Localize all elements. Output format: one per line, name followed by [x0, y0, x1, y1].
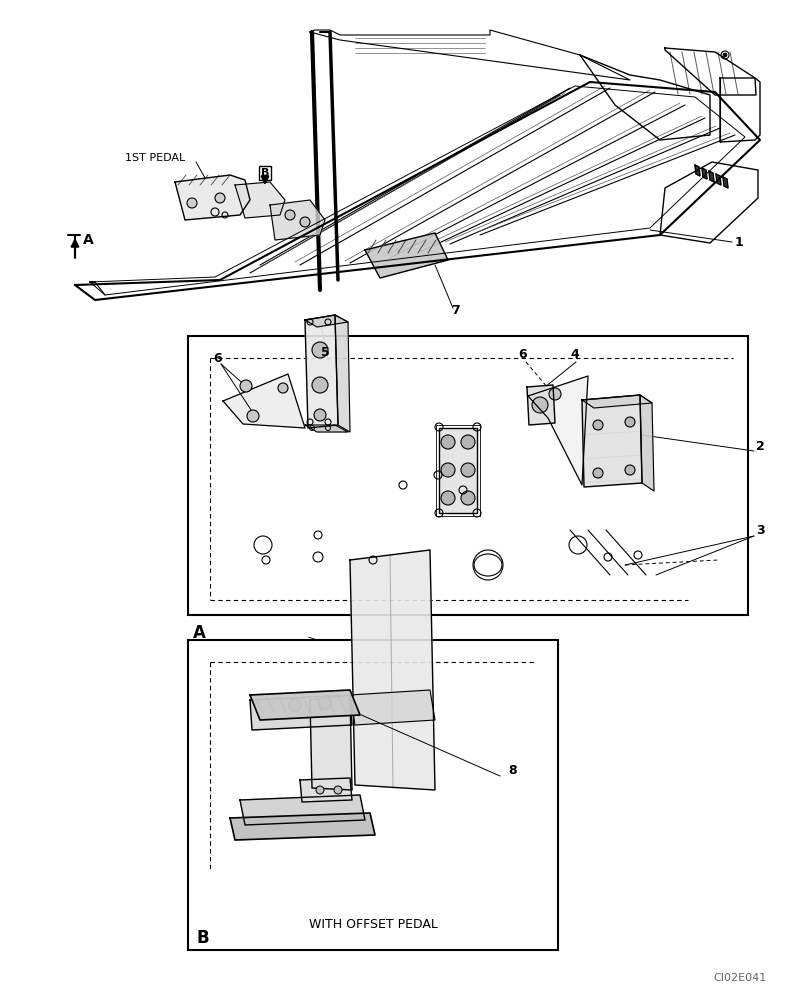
Polygon shape [350, 550, 435, 790]
Polygon shape [716, 174, 721, 185]
Circle shape [334, 786, 342, 794]
Circle shape [187, 198, 197, 208]
Bar [439, 428, 477, 513]
Circle shape [625, 465, 635, 475]
Polygon shape [240, 795, 365, 825]
Circle shape [625, 417, 635, 427]
Circle shape [300, 217, 310, 227]
Text: A: A [83, 233, 94, 247]
Polygon shape [250, 695, 352, 730]
Polygon shape [223, 374, 305, 428]
Text: 1: 1 [735, 235, 743, 248]
Bar [188, 336, 748, 615]
Circle shape [316, 786, 324, 794]
Text: 2: 2 [756, 440, 764, 452]
Text: B: B [261, 168, 269, 178]
Circle shape [285, 210, 295, 220]
Polygon shape [695, 165, 700, 176]
Polygon shape [640, 395, 654, 491]
Text: 7: 7 [451, 304, 460, 316]
Circle shape [240, 380, 252, 392]
Text: 5: 5 [321, 347, 330, 360]
Text: B: B [196, 929, 208, 947]
Polygon shape [335, 315, 350, 432]
Polygon shape [230, 813, 375, 840]
Circle shape [314, 409, 326, 421]
Circle shape [278, 383, 288, 393]
Circle shape [593, 420, 603, 430]
Polygon shape [235, 182, 285, 218]
Polygon shape [350, 690, 435, 725]
Polygon shape [365, 233, 448, 278]
Circle shape [461, 463, 475, 477]
Polygon shape [305, 315, 338, 428]
Polygon shape [250, 690, 360, 720]
Circle shape [312, 342, 328, 358]
Polygon shape [305, 425, 348, 432]
Circle shape [312, 377, 328, 393]
Text: CI02E041: CI02E041 [713, 973, 767, 983]
Polygon shape [305, 315, 348, 327]
Circle shape [441, 491, 455, 505]
Polygon shape [528, 376, 588, 485]
Bar [436, 425, 480, 516]
Text: 8: 8 [508, 764, 516, 776]
Circle shape [247, 410, 259, 422]
Bar [188, 640, 558, 950]
Polygon shape [310, 695, 352, 790]
Polygon shape [702, 168, 707, 179]
Text: 4: 4 [570, 348, 579, 360]
Polygon shape [723, 177, 728, 188]
Circle shape [441, 435, 455, 449]
Circle shape [593, 468, 603, 478]
Polygon shape [270, 200, 325, 240]
Text: 1ST PEDAL: 1ST PEDAL [125, 153, 185, 163]
Polygon shape [582, 395, 652, 408]
Polygon shape [582, 395, 642, 487]
Polygon shape [527, 385, 555, 425]
Circle shape [461, 491, 475, 505]
Polygon shape [709, 171, 714, 182]
Text: 3: 3 [756, 524, 764, 538]
Text: WITH OFFSET PEDAL: WITH OFFSET PEDAL [309, 918, 437, 932]
Circle shape [532, 397, 548, 413]
Circle shape [723, 53, 727, 57]
Text: A: A [193, 624, 206, 642]
Circle shape [319, 697, 331, 709]
Polygon shape [175, 175, 250, 220]
Circle shape [549, 388, 561, 400]
Text: 6: 6 [518, 348, 527, 360]
Text: 6: 6 [213, 352, 221, 364]
Circle shape [461, 435, 475, 449]
Polygon shape [300, 778, 352, 802]
Circle shape [441, 463, 455, 477]
Circle shape [215, 193, 225, 203]
Circle shape [289, 699, 301, 711]
